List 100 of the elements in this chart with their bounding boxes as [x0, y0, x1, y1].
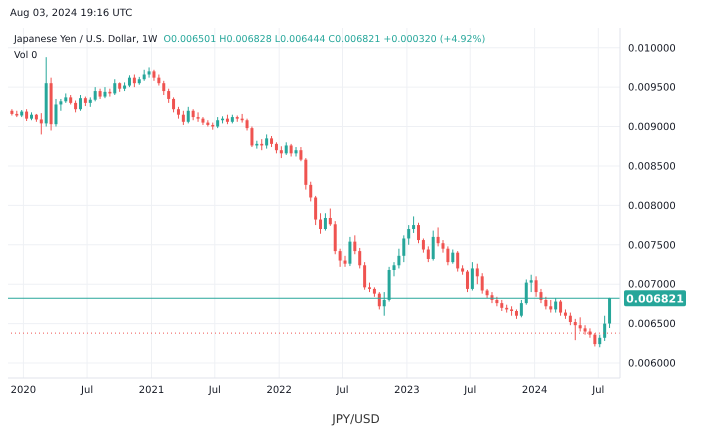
candlestick — [470, 262, 474, 291]
candlestick — [84, 96, 87, 107]
candlestick — [495, 296, 498, 307]
y-tick-label: 0.007500 — [628, 240, 676, 252]
text: Aug 03, 2024 19:16 UTC — [10, 8, 132, 19]
x-tick-label: 2021 — [138, 385, 164, 396]
candlestick — [559, 299, 562, 316]
candlestick — [94, 86, 97, 102]
candlestick — [358, 247, 362, 269]
candlestick — [466, 270, 469, 293]
candlestick — [226, 114, 229, 125]
candlestick — [324, 212, 327, 232]
candlestick — [103, 86, 106, 99]
x-tick-label: 2024 — [522, 385, 548, 396]
candlestick — [290, 143, 293, 157]
candlestick — [514, 308, 518, 320]
candlestick — [402, 234, 406, 263]
candlestick — [564, 308, 567, 320]
candlestick — [568, 312, 572, 326]
candlestick — [64, 92, 68, 104]
candlestick — [426, 246, 430, 263]
candlestick — [353, 234, 356, 255]
y-tick-label: 0.008000 — [628, 200, 676, 212]
candlestick — [500, 299, 504, 312]
candlestick — [54, 98, 58, 128]
candlestick — [98, 88, 102, 100]
candlestick — [186, 106, 190, 124]
candlestick — [392, 262, 396, 277]
candlestick — [378, 292, 381, 310]
candlestick — [432, 230, 435, 262]
candlestick — [260, 138, 264, 151]
candlestick — [368, 282, 372, 293]
x-tick-label: Jul — [591, 385, 604, 396]
candlestick — [344, 255, 347, 268]
x-tick-label: Jul — [80, 385, 94, 396]
candlestick — [534, 276, 538, 298]
x-tick-label: 2022 — [266, 385, 292, 396]
candlestick — [319, 212, 322, 234]
candlestick — [412, 216, 416, 234]
candlestick — [265, 134, 268, 150]
candlestick — [59, 98, 62, 112]
y-tick-label: 0.007000 — [628, 280, 676, 291]
x-tick-label: Jul — [208, 385, 221, 396]
candlestick — [407, 224, 410, 246]
candlestick — [417, 222, 420, 244]
candlestick — [598, 334, 602, 348]
y-tick-label: 0.009500 — [628, 82, 676, 94]
candlestick — [456, 250, 460, 272]
candlestick — [246, 118, 249, 131]
candlestick — [192, 108, 195, 121]
candlestick — [196, 112, 200, 122]
candlestick — [348, 236, 352, 267]
candlestick — [284, 142, 288, 156]
candlestick — [510, 306, 514, 316]
candlestick — [280, 146, 283, 159]
annotation: Vol 0 — [14, 50, 38, 61]
candlestick — [216, 116, 220, 129]
candlestick — [162, 80, 166, 96]
candlestick — [486, 288, 489, 299]
y-tick-label: 0.006000 — [628, 358, 676, 370]
candlestick — [603, 315, 606, 342]
candlestick — [422, 238, 425, 254]
candlestick — [176, 106, 180, 120]
candlestick — [148, 66, 151, 78]
candlestick — [25, 108, 28, 122]
candlestick — [328, 208, 332, 226]
candlestick — [157, 74, 160, 86]
candlestick — [461, 264, 464, 276]
candlestick — [314, 195, 318, 226]
candlestick — [40, 112, 43, 135]
candlestick — [372, 286, 376, 298]
x-tick-label: 2023 — [394, 385, 420, 396]
candlestick — [69, 94, 72, 105]
candlestick — [74, 100, 78, 113]
x-tick-label: Jul — [463, 385, 476, 396]
candlestick — [309, 181, 312, 202]
candlestick — [128, 74, 131, 88]
candlestick — [167, 88, 170, 104]
text: Japanese Yen / U.S. Dollar, 1W — [14, 34, 158, 45]
candlestick — [294, 146, 298, 157]
candlestick — [250, 126, 254, 148]
candlestick — [78, 94, 82, 112]
text: O0.006501 H0.006828 L0.006444 C0.006821 +0.000320 (+4.92%) — [163, 34, 486, 45]
candlestick — [132, 74, 136, 88]
y-tick-label: 0.008500 — [628, 162, 676, 172]
candlestick — [118, 82, 122, 92]
candlestick — [182, 110, 185, 126]
candlestick — [544, 296, 548, 310]
candlestick — [338, 248, 342, 268]
candlestick — [451, 249, 454, 264]
ref-line-label: 0.006821 — [626, 292, 684, 306]
y-tick-label: 0.009000 — [628, 122, 676, 134]
y-tick-label: 0.006500 — [628, 319, 676, 330]
candlestick — [172, 96, 176, 113]
candlestick — [299, 146, 302, 162]
candlestick — [446, 246, 450, 266]
candlestick — [436, 226, 440, 247]
candlestick — [363, 262, 366, 290]
y-tick-label: 0.010000 — [628, 43, 676, 54]
candlestick — [397, 248, 400, 269]
